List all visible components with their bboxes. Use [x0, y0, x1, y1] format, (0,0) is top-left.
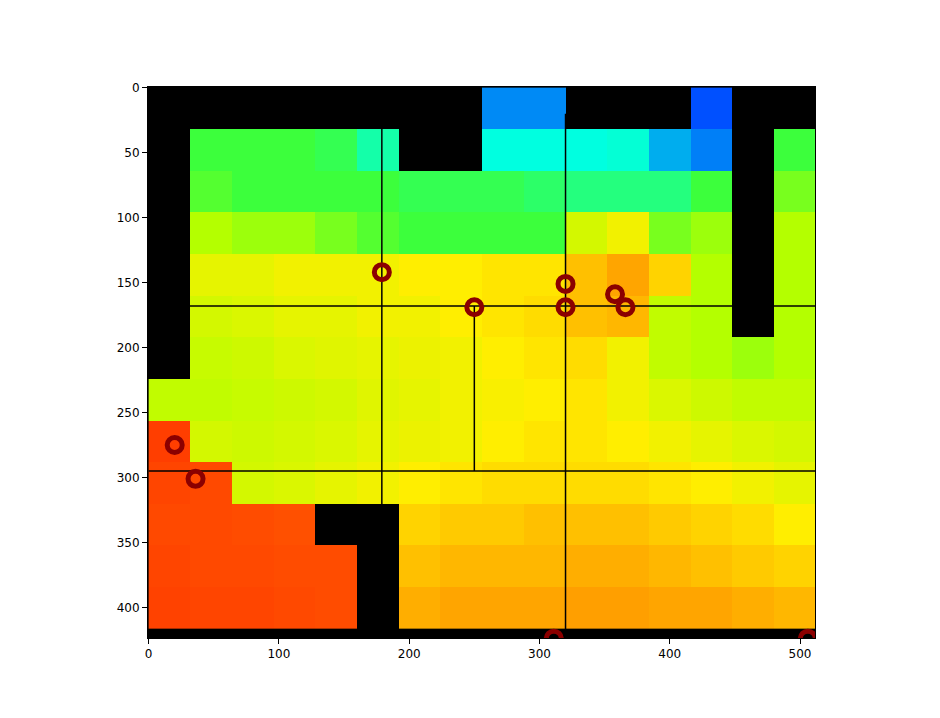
- svg-text:500: 500: [789, 647, 812, 661]
- svg-text:0: 0: [132, 81, 140, 95]
- svg-text:300: 300: [528, 647, 551, 661]
- svg-text:0: 0: [145, 647, 153, 661]
- svg-text:300: 300: [117, 471, 140, 485]
- svg-text:50: 50: [124, 146, 139, 160]
- svg-text:350: 350: [117, 536, 140, 550]
- svg-text:100: 100: [117, 211, 140, 225]
- svg-text:200: 200: [117, 341, 140, 355]
- svg-text:400: 400: [658, 647, 681, 661]
- svg-text:100: 100: [267, 647, 290, 661]
- svg-text:400: 400: [117, 601, 140, 615]
- svg-text:250: 250: [117, 406, 140, 420]
- svg-text:200: 200: [398, 647, 421, 661]
- svg-text:150: 150: [117, 276, 140, 290]
